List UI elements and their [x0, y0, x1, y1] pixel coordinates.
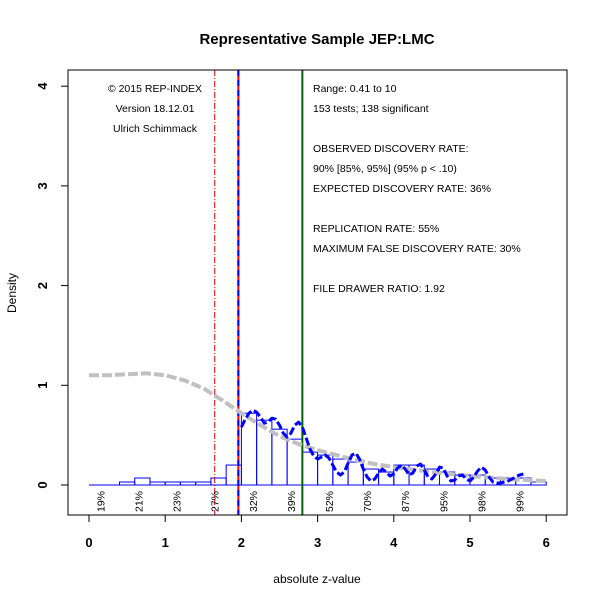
annotation-right-line: 153 tests; 138 significant — [313, 103, 429, 115]
x-tick-label: 3 — [314, 535, 321, 550]
x-tick-label: 6 — [543, 535, 550, 550]
plot-box — [67, 69, 568, 516]
percent-label: 99% — [515, 491, 527, 512]
y-tick-label: 2 — [35, 282, 50, 289]
percent-labels: 19% 21% 23% 27% 32% 39% 52% 70% 87% 95% 98% 99% — [95, 491, 526, 512]
histogram-bars — [89, 412, 547, 486]
annotation-right-line: FILE DRAWER RATIO: 1.92 — [313, 283, 445, 295]
y-tick-label: 3 — [35, 182, 50, 189]
annotation-right-line: OBSERVED DISCOVERY RATE: — [313, 143, 469, 155]
fit-curve — [240, 408, 524, 485]
reference-lines — [214, 70, 304, 515]
annotation-right-line: EXPECTED DISCOVERY RATE: 36% — [313, 183, 491, 195]
percent-label: 27% — [210, 491, 222, 512]
chart-title: Representative Sample JEP:LMC — [199, 31, 434, 48]
percent-label: 32% — [248, 491, 260, 512]
annotation-right-line: Range: 0.41 to 10 — [313, 83, 397, 95]
annotation-right-line: 90% [85%, 95%] (95% p < .10) — [313, 163, 457, 175]
annotation-left-line: © 2015 REP-INDEX — [108, 83, 202, 95]
percent-label: 87% — [400, 491, 412, 512]
y-tick-label: 0 — [35, 481, 50, 488]
y-tick-label: 4 — [35, 82, 50, 90]
annotation-left-line: Ulrich Schimmack — [113, 123, 198, 135]
annotation-left: © 2015 REP-INDEX Version 18.12.01 Ulrich S… — [108, 83, 202, 135]
x-tick-label: 2 — [238, 535, 245, 550]
y-axis-label: Density — [5, 273, 19, 313]
percent-label: 98% — [476, 491, 488, 512]
percent-label: 95% — [438, 491, 450, 512]
annotation-right: Range: 0.41 to 10 153 tests; 138 signific… — [313, 83, 521, 295]
density-curves — [89, 371, 547, 485]
histogram-bar — [301, 451, 319, 486]
y-tick-label: 1 — [35, 382, 50, 389]
histogram-bar — [134, 477, 151, 486]
percent-label: 70% — [362, 491, 374, 512]
histogram-bar — [210, 477, 227, 486]
annotation-right-line: MAXIMUM FALSE DISCOVERY RATE: 30% — [313, 243, 521, 255]
x-tick-label: 5 — [466, 535, 473, 550]
x-tick-label: 4 — [390, 535, 398, 550]
x-tick-label: 1 — [162, 535, 169, 550]
percent-label: 23% — [172, 491, 184, 512]
x-tick-label: 0 — [85, 535, 92, 550]
percent-label: 52% — [324, 491, 336, 512]
x-axis-label: absolute z-value — [273, 572, 361, 586]
annotation-left-line: Version 18.12.01 — [116, 103, 195, 115]
density-curve — [89, 371, 547, 483]
histogram-bar — [332, 458, 349, 486]
percent-label: 21% — [134, 491, 146, 512]
percent-label: 39% — [286, 491, 298, 512]
percent-label: 19% — [95, 491, 107, 512]
annotation-right-line: REPLICATION RATE: 55% — [313, 223, 439, 235]
